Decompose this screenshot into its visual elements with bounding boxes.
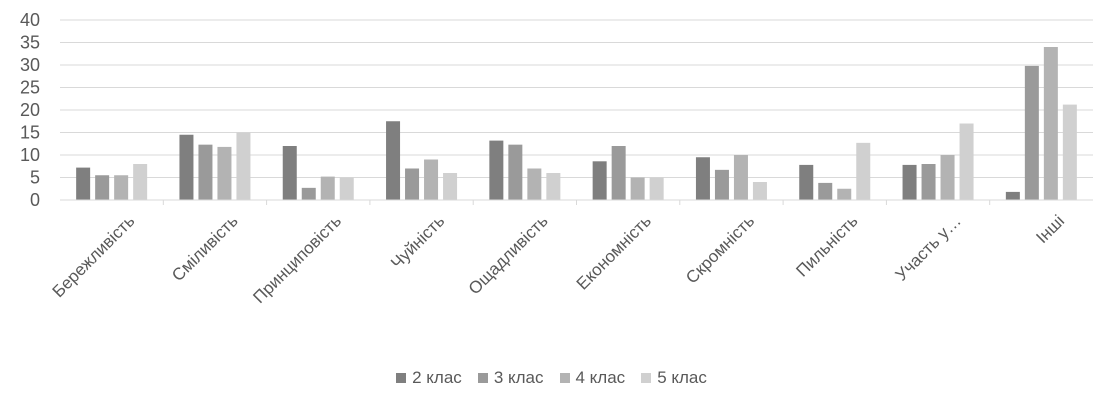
y-tick-label: 25 (20, 78, 40, 98)
bar (837, 188, 852, 200)
bar (386, 121, 401, 200)
bar (114, 175, 129, 200)
x-tick-label: Сміливість (168, 211, 242, 285)
legend-swatch (396, 373, 407, 383)
legend-swatch (559, 373, 570, 383)
x-tick-label: Чуйність (387, 211, 448, 272)
legend: 2 клас 3 клас 4 клас 5 клас (0, 368, 1103, 388)
legend-swatch (477, 373, 488, 383)
bar (592, 161, 607, 200)
bar (818, 182, 833, 200)
bar (76, 167, 91, 200)
y-tick-label: 40 (20, 10, 40, 30)
bar (339, 177, 354, 200)
bar (133, 164, 148, 200)
bar (630, 177, 645, 200)
bar (527, 168, 542, 200)
bar (752, 182, 767, 200)
bar (489, 140, 504, 200)
bar (95, 175, 110, 200)
bar (695, 157, 710, 200)
legend-label: 2 клас (412, 368, 462, 387)
bar (546, 173, 561, 200)
y-tick-label: 35 (20, 33, 40, 53)
bar (649, 177, 664, 200)
x-tick-label: Участь у… (892, 211, 965, 284)
bar (443, 173, 458, 200)
x-tick-label: Інші (1032, 211, 1068, 247)
bar (217, 146, 232, 200)
y-tick-label: 20 (20, 100, 40, 120)
bar (733, 155, 748, 200)
y-tick-label: 15 (20, 123, 40, 143)
bar (301, 187, 316, 200)
bar (405, 168, 420, 200)
x-tick-label: Бережливість (49, 211, 139, 301)
x-tick-label: Пильність (792, 211, 861, 280)
bar (714, 169, 729, 200)
legend-label: 4 клас (575, 368, 626, 387)
legend-item: 3 клас (477, 368, 544, 388)
x-tick-label: Ощадливість (465, 211, 552, 298)
bar (1024, 65, 1039, 201)
bars (76, 47, 1077, 201)
bar (799, 164, 814, 200)
y-tick-label: 10 (20, 145, 40, 165)
legend-label: 5 клас (657, 368, 707, 387)
bar (921, 164, 936, 200)
x-tick-label: Скромність (682, 211, 758, 287)
y-tick-label: 5 (30, 168, 40, 188)
bar (320, 176, 335, 200)
x-axis-ticks: Бережливість Сміливість Принциповість Чуйні… (49, 200, 1068, 307)
bar (1005, 191, 1020, 200)
bar (940, 155, 955, 200)
legend-item: 4 клас (559, 368, 626, 388)
y-tick-label: 0 (30, 190, 40, 210)
legend-item: 2 клас (396, 368, 462, 388)
y-tick-label: 30 (20, 55, 40, 75)
bar (198, 144, 213, 200)
bar (282, 146, 297, 200)
bar (508, 144, 523, 200)
x-tick-label: Принциповість (249, 211, 345, 307)
bar (611, 146, 626, 200)
gridlines (60, 19, 1093, 178)
bar (856, 142, 871, 200)
legend-swatch (641, 373, 652, 383)
bar (959, 123, 974, 200)
legend-label: 3 клас (493, 368, 544, 387)
bar (424, 159, 439, 200)
x-tick-label: Економність (573, 211, 655, 293)
bar (236, 132, 251, 200)
legend-item: 5 клас (641, 368, 707, 388)
bar (1043, 47, 1058, 200)
bar (902, 164, 917, 200)
bar (179, 134, 194, 200)
bar (1062, 104, 1077, 200)
